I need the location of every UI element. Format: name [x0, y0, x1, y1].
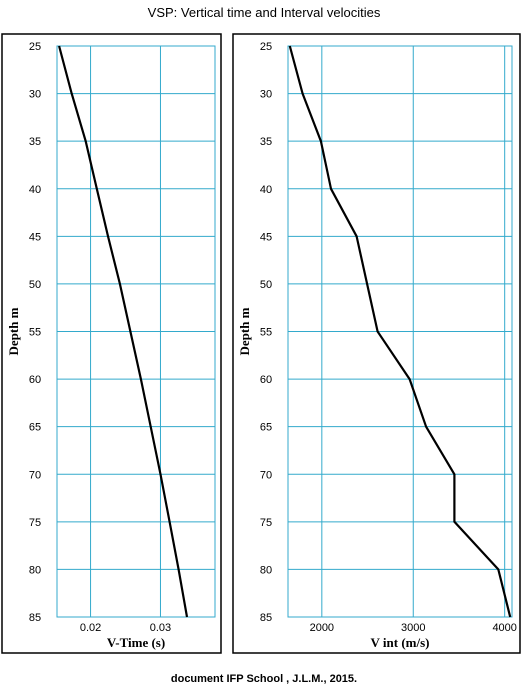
x-tick-label-2-1: 3000	[401, 622, 425, 634]
series-line-1	[58, 45, 189, 618]
y-tick-label-2-65: 65	[260, 422, 272, 434]
y-tick-label-2-30: 30	[260, 89, 272, 101]
y-tick-label-1-80: 80	[29, 564, 41, 576]
panel-frame-1	[1, 33, 222, 654]
y-tick-label-1-30: 30	[29, 89, 41, 101]
x-tick-label-2-2: 4000	[492, 622, 516, 634]
y-tick-label-2-35: 35	[260, 136, 272, 148]
y-tick-label-2-60: 60	[260, 374, 272, 386]
y-tick-label-2-70: 70	[260, 469, 272, 481]
x-axis-label-2: V int (m/s)	[371, 635, 430, 650]
page-title: VSP: Vertical time and Interval velociti…	[147, 5, 381, 20]
credit-text: document IFP School , J.L.M., 2015.	[170, 673, 358, 685]
plot-area-1	[56, 45, 216, 618]
y-axis-label-2: Depth m	[237, 307, 252, 355]
y-tick-label-2-85: 85	[260, 612, 272, 624]
y-tick-label-1-40: 40	[29, 184, 41, 196]
x-tick-label-2-0: 2000	[310, 622, 334, 634]
y-tick-label-1-65: 65	[29, 422, 41, 434]
panel-frame-2	[232, 33, 521, 654]
x-tick-label-1-1: 0.03	[150, 622, 171, 634]
y-tick-label-2-80: 80	[260, 564, 272, 576]
y-tick-label-1-70: 70	[29, 469, 41, 481]
y-tick-label-1-55: 55	[29, 327, 41, 339]
y-tick-label-2-55: 55	[260, 327, 272, 339]
x-axis-label-1: V-Time (s)	[107, 635, 165, 650]
y-tick-label-2-25: 25	[260, 41, 272, 53]
plot-area-2	[287, 45, 513, 618]
y-tick-label-2-40: 40	[260, 184, 272, 196]
y-tick-label-2-75: 75	[260, 517, 272, 529]
x-tick-label-1-0: 0.02	[80, 622, 101, 634]
y-tick-label-1-60: 60	[29, 374, 41, 386]
y-axis-label-1: Depth m	[6, 307, 21, 355]
y-tick-label-1-25: 25	[29, 41, 41, 53]
y-tick-label-2-50: 50	[260, 279, 272, 291]
y-tick-label-1-45: 45	[29, 231, 41, 243]
y-tick-label-2-45: 45	[260, 231, 272, 243]
y-tick-label-1-85: 85	[29, 612, 41, 624]
y-tick-label-1-35: 35	[29, 136, 41, 148]
y-tick-label-1-75: 75	[29, 517, 41, 529]
series-line-2	[288, 45, 512, 618]
y-tick-label-1-50: 50	[29, 279, 41, 291]
